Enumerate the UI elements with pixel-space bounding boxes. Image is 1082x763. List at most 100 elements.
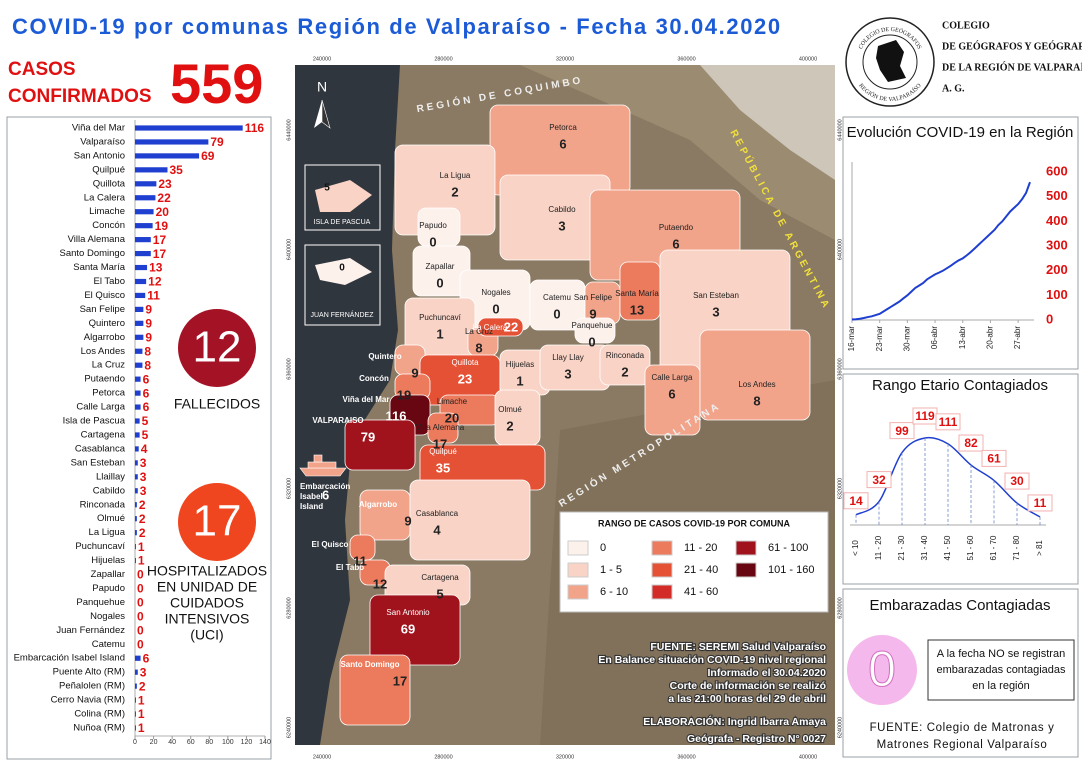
comuna-name: Quintero bbox=[368, 352, 401, 361]
value-label: 82 bbox=[964, 436, 978, 450]
icu-label: HOSPITALIZADOS bbox=[147, 563, 267, 579]
bar bbox=[135, 153, 200, 159]
coord-label: 6240000 bbox=[286, 717, 292, 738]
comuna-value: 5 bbox=[436, 586, 443, 601]
pregnant-note: embarazadas contagiadas bbox=[936, 664, 1066, 676]
y-tick-label: Cabildo bbox=[93, 485, 125, 496]
comuna-value: 2 bbox=[451, 184, 458, 199]
comuna-name: Rinconada bbox=[606, 351, 645, 360]
source-line: FUENTE: SEREMI Salud Valparaíso bbox=[650, 641, 826, 653]
y-tick-label: Valparaíso bbox=[80, 136, 125, 147]
pregnant-circle bbox=[847, 635, 917, 705]
value-label: 0 bbox=[137, 623, 144, 637]
x-tick-label: 23-mar bbox=[875, 326, 884, 352]
value-label: 69 bbox=[201, 149, 215, 163]
value-label: 23 bbox=[158, 177, 172, 191]
value-label: 0 bbox=[137, 568, 144, 582]
icu-label: CUIDADOS bbox=[170, 595, 244, 611]
y-tick-label: 500 bbox=[1046, 188, 1068, 203]
bar bbox=[135, 725, 136, 731]
comuna-value: 6 bbox=[672, 236, 679, 251]
comuna-name: Nogales bbox=[481, 288, 510, 297]
pregnant-source: Matrones Regional Valparaíso bbox=[877, 739, 1048, 751]
value-label: 61 bbox=[987, 452, 1001, 466]
legend-label: 61 - 100 bbox=[768, 542, 808, 554]
icu-circle bbox=[178, 483, 256, 561]
coord-label: 6400000 bbox=[286, 239, 292, 260]
comuna bbox=[477, 317, 524, 337]
y-tick-label: Santo Domingo bbox=[60, 248, 125, 259]
y-tick-label: San Felipe bbox=[80, 304, 125, 315]
value-label: 1 bbox=[138, 540, 145, 554]
inset-name: JUAN FERNÁNDEZ bbox=[310, 310, 374, 319]
comuna-value: 8 bbox=[753, 393, 760, 408]
comuna-name: Casablanca bbox=[416, 509, 459, 518]
bar bbox=[135, 139, 209, 145]
legend-label: 101 - 160 bbox=[768, 564, 814, 576]
bar bbox=[135, 488, 138, 494]
confirmed-value: 559 bbox=[170, 52, 263, 115]
coord-label: 400000 bbox=[799, 56, 817, 62]
bar bbox=[135, 557, 136, 564]
value-label: 3 bbox=[140, 484, 147, 498]
y-tick-label: Colina (RM) bbox=[74, 709, 125, 720]
x-tick-label: < 10 bbox=[851, 540, 860, 556]
pregnant-value: 0 bbox=[868, 641, 896, 697]
y-tick-label: El Quisco bbox=[84, 290, 125, 301]
value-label: 8 bbox=[144, 358, 151, 372]
comuna-value: 4 bbox=[433, 522, 441, 537]
bar bbox=[135, 125, 243, 131]
comuna-value: 11 bbox=[353, 553, 367, 568]
title: COVID-19 por comunas Región de Valparaís… bbox=[12, 14, 782, 39]
comuna-name: Quillota bbox=[451, 358, 479, 367]
comuna-value: 35 bbox=[436, 460, 450, 475]
comuna-name: Los Andes bbox=[738, 380, 775, 389]
label-box bbox=[981, 449, 1007, 467]
comuna-name: Petorca bbox=[549, 123, 577, 132]
inset-value: 5 bbox=[324, 183, 330, 194]
pregnant-note: en la región bbox=[972, 680, 1030, 692]
y-tick-label: Embarcación Isabel Island bbox=[14, 653, 125, 664]
comuna-name: Santa María bbox=[615, 289, 659, 298]
value-label: 0 bbox=[137, 596, 144, 610]
x-tick-label: 41 - 50 bbox=[943, 535, 952, 560]
comuna bbox=[494, 389, 541, 446]
confirmed-label: CONFIRMADOS bbox=[8, 86, 152, 107]
logo-line: A. G. bbox=[942, 83, 965, 94]
value-label: 8 bbox=[144, 344, 151, 358]
y-tick-label: Catemu bbox=[92, 639, 125, 650]
bar bbox=[135, 223, 153, 229]
comuna-value: 79 bbox=[361, 429, 375, 444]
value-label: 4 bbox=[141, 442, 148, 456]
y-tick-label: Peñalolen (RM) bbox=[59, 681, 125, 692]
label-box bbox=[866, 471, 892, 489]
value-label: 2 bbox=[139, 679, 146, 693]
logo-line: DE GEÓGRAFOS Y GEÓGRAFAS bbox=[942, 40, 1082, 52]
value-label: 9 bbox=[145, 317, 152, 331]
comuna-name: San Esteban bbox=[693, 291, 739, 300]
comuna-name: San Felipe bbox=[574, 293, 613, 302]
y-tick-label: Limache bbox=[89, 206, 125, 217]
y-tick-label: Calle Larga bbox=[76, 402, 125, 413]
y-tick-label: El Tabo bbox=[93, 276, 125, 287]
x-tick-label: 51 - 60 bbox=[966, 535, 975, 560]
source-line: Corte de información se realizó bbox=[670, 680, 826, 692]
coord-label: 6280000 bbox=[286, 597, 292, 618]
bar bbox=[135, 306, 144, 312]
comuna-value: 17 bbox=[393, 673, 407, 688]
legend-swatch bbox=[567, 540, 589, 556]
coord-label: 280000 bbox=[434, 56, 452, 62]
source-line: a las 21:00 horas del 29 de abril bbox=[668, 693, 826, 705]
value-label: 5 bbox=[142, 414, 149, 428]
legend-swatch bbox=[567, 562, 589, 578]
value-label: 1 bbox=[138, 554, 145, 568]
inset-juan bbox=[304, 244, 381, 326]
bar bbox=[135, 320, 144, 326]
y-tick-label: Quintero bbox=[89, 318, 125, 329]
y-tick-label: Viña del Mar bbox=[72, 123, 125, 134]
comuna bbox=[344, 419, 416, 471]
y-tick-label: Rinconada bbox=[80, 499, 126, 510]
y-tick-label: Olmué bbox=[97, 513, 125, 524]
logo-line: COLEGIO bbox=[942, 20, 990, 31]
